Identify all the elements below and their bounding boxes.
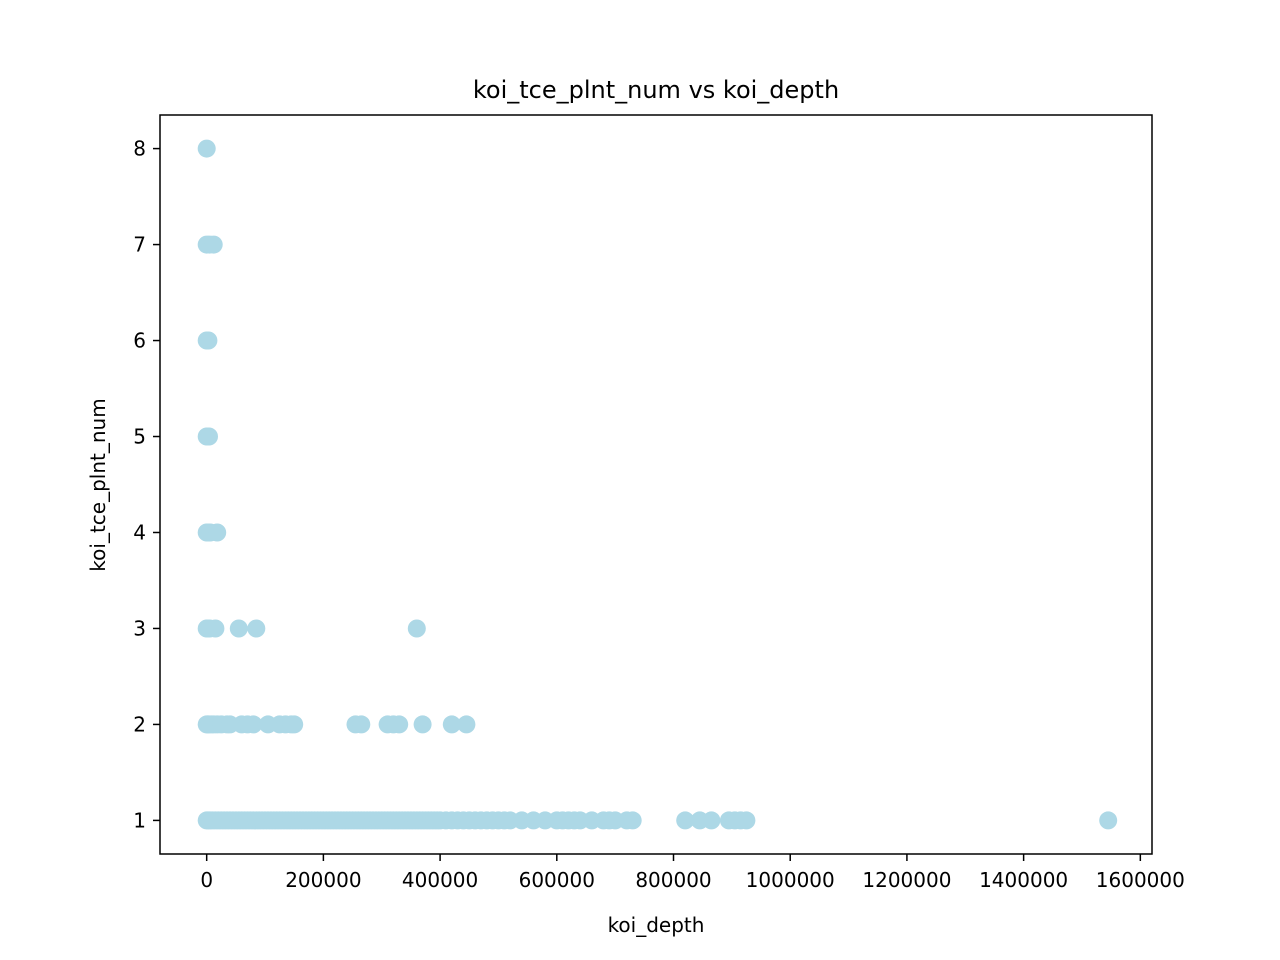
y-tick-label: 4	[133, 520, 146, 544]
x-tick-label: 600000	[519, 868, 595, 892]
data-point	[737, 811, 756, 830]
data-point	[244, 715, 263, 734]
x-axis-label: koi_depth	[608, 913, 705, 937]
x-tick-label: 1200000	[862, 868, 951, 892]
data-point	[197, 139, 216, 158]
y-tick-label: 7	[133, 233, 146, 257]
data-point	[413, 715, 432, 734]
y-tick-label: 2	[133, 712, 146, 736]
plot-frame	[159, 114, 1153, 855]
data-point	[390, 715, 409, 734]
x-tick-label: 1000000	[746, 868, 835, 892]
data-point	[457, 715, 476, 734]
x-tick-label: 0	[200, 868, 213, 892]
data-point	[352, 715, 371, 734]
data-point	[1099, 811, 1118, 830]
x-tick-label: 200000	[285, 868, 361, 892]
y-tick-label: 6	[133, 329, 146, 353]
data-point	[208, 523, 227, 542]
data-point	[229, 619, 248, 638]
data-point	[676, 811, 695, 830]
y-axis-ticks: 1 2 3 4 5 6 7 8	[133, 137, 160, 832]
x-tick-label: 1400000	[979, 868, 1068, 892]
y-axis-label: koi_tce_plnt_num	[86, 398, 110, 571]
x-tick-label: 1600000	[1096, 868, 1185, 892]
data-point	[206, 619, 225, 638]
data-point	[285, 715, 304, 734]
data-point	[204, 235, 223, 254]
data-point	[199, 331, 218, 350]
y-tick-label: 3	[133, 616, 146, 640]
data-point	[407, 619, 426, 638]
data-point	[200, 427, 218, 446]
data-point	[247, 619, 266, 638]
data-point	[442, 715, 461, 734]
chart-title: koi_tce_plnt_num vs koi_depth	[473, 76, 839, 104]
x-axis-ticks: 0 200000 400000 600000 800000 1000000 1200000 1…	[200, 854, 1185, 892]
x-tick-label: 800000	[635, 868, 711, 892]
y-tick-label: 5	[133, 425, 146, 449]
y-tick-label: 1	[133, 808, 146, 832]
data-point	[702, 811, 721, 830]
data-points	[197, 139, 1118, 830]
x-tick-label: 400000	[402, 868, 478, 892]
data-point	[623, 811, 642, 830]
y-tick-label: 8	[133, 137, 146, 161]
